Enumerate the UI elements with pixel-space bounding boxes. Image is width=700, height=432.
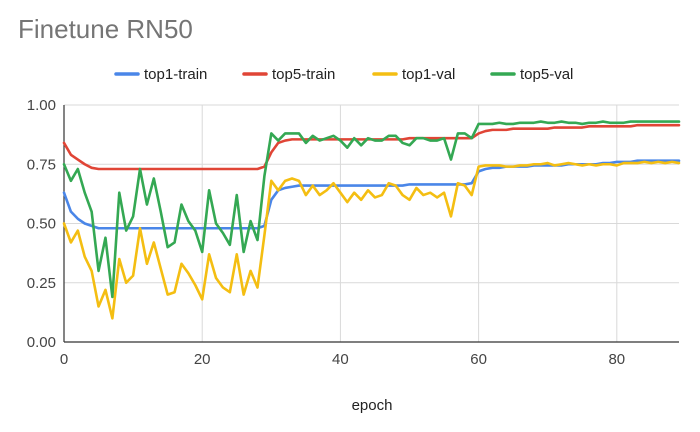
legend: top1-train top5-train top1-val top5-val [114, 66, 573, 83]
y-tick-label: 0.75 [27, 156, 56, 173]
legend-label: top5-val [520, 66, 573, 83]
legend-label: top5-train [272, 66, 335, 83]
legend-item-top5-val: top5-val [490, 66, 573, 83]
series-lines [62, 120, 681, 320]
series-line-top1-val [62, 160, 681, 320]
grid [64, 104, 679, 342]
x-tick-label: 80 [608, 351, 625, 368]
legend-item-top1-train: top1-train [114, 66, 207, 83]
x-tick-label: 20 [194, 351, 211, 368]
legend-label: top1-train [144, 66, 207, 83]
y-tick-label: 0.50 [27, 216, 56, 233]
series-line-top5-train [62, 123, 681, 171]
x-tick-label: 0 [60, 351, 68, 368]
x-tick-label: 40 [332, 351, 349, 368]
y-tick-label: 0.25 [27, 275, 56, 292]
series-line-top5-val [62, 120, 681, 299]
legend-item-top1-val: top1-val [372, 66, 455, 83]
axes: 0.00 0.25 0.50 0.75 1.00 0 20 40 60 80 [27, 97, 679, 368]
y-tick-label: 0.00 [27, 334, 56, 351]
legend-item-top5-train: top5-train [242, 66, 335, 83]
y-tick-label: 1.00 [27, 97, 56, 114]
x-tick-label: 60 [470, 351, 487, 368]
legend-label: top1-val [402, 66, 455, 83]
x-axis-title: epoch [352, 397, 393, 414]
chart-title: Finetune RN50 [18, 14, 193, 44]
